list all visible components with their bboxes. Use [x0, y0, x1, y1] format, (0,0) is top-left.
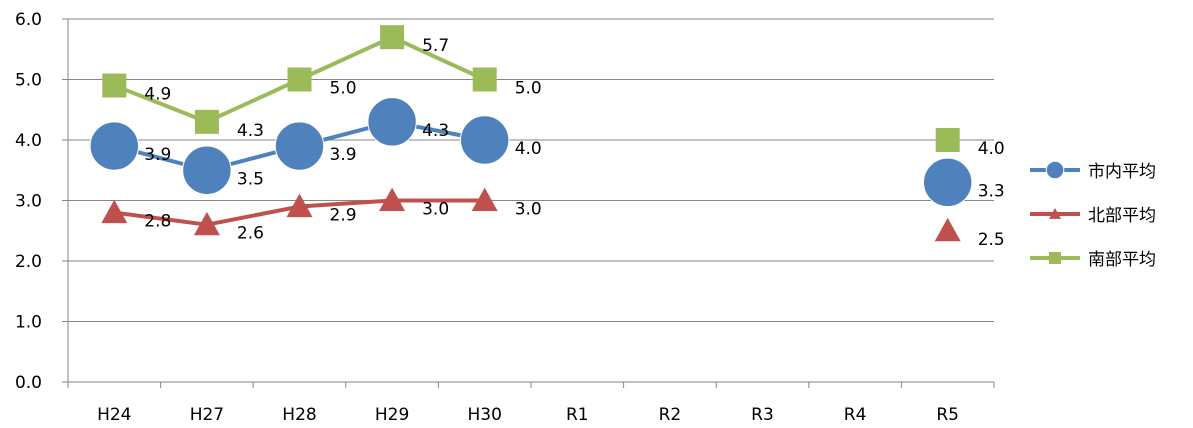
data-point: [472, 67, 497, 92]
data-point: [935, 128, 960, 152]
legend-item: 北部平均: [1030, 206, 1156, 226]
data-label: 5.7: [422, 36, 449, 56]
y-tick-label: 4.0: [15, 131, 42, 151]
data-label: 5.0: [515, 79, 542, 99]
data-point: [287, 67, 312, 92]
data-point: [286, 193, 313, 218]
x-tick-label: R4: [844, 405, 867, 425]
data-label: 2.5: [978, 230, 1005, 250]
y-tick-label: 2.0: [15, 252, 42, 272]
y-tick-label: 3.0: [15, 192, 42, 212]
data-label: 2.6: [237, 224, 264, 244]
x-tick-label: R1: [566, 405, 589, 425]
data-label: 4.3: [237, 121, 264, 141]
data-label: 3.9: [330, 145, 357, 165]
x-tick-label: H27: [190, 405, 224, 425]
data-point: [367, 97, 417, 147]
data-point: [194, 109, 219, 134]
data-label: 4.9: [144, 85, 171, 105]
y-tick-label: 1.0: [15, 313, 42, 333]
legend-label: 南部平均: [1088, 250, 1156, 270]
data-point: [193, 211, 220, 236]
data-point: [934, 217, 961, 242]
legend-label: 市内平均: [1088, 162, 1156, 182]
x-tick-label: R2: [659, 405, 682, 425]
axes: 0.0 1.0 2.0 3.0 4.0 5.0 6.0 H24 H27 H28 H29 H30 R1 R2…: [15, 10, 995, 425]
y-tick-label: 5.0: [15, 71, 42, 91]
data-label: 4.0: [978, 139, 1005, 159]
data-label: 4.3: [422, 121, 449, 141]
legend-label: 北部平均: [1088, 206, 1156, 226]
data-label: 4.0: [515, 139, 542, 159]
data-point: [379, 187, 406, 212]
data-point: [182, 145, 232, 195]
data-point: [923, 157, 973, 208]
series-3: [102, 25, 960, 152]
legend-marker: [1049, 208, 1061, 219]
data-point: [380, 25, 405, 50]
x-tick-label: H29: [375, 405, 409, 425]
data-label: 3.5: [237, 169, 264, 189]
data-label: 3.0: [515, 200, 542, 220]
data-point: [89, 121, 140, 171]
data-point: [101, 199, 128, 224]
legend-marker: [1049, 252, 1061, 264]
data-label: 5.0: [330, 79, 357, 99]
data-point: [460, 115, 510, 165]
legend-item: 南部平均: [1030, 250, 1156, 270]
data-point: [102, 73, 127, 98]
data-point: [274, 121, 325, 171]
x-tick-label: H28: [282, 405, 316, 425]
data-label: 3.9: [144, 145, 171, 165]
data-label: 2.8: [144, 212, 171, 232]
x-tick-label: H24: [97, 405, 131, 425]
data-point: [471, 187, 498, 212]
legend-item: 市内平均: [1030, 160, 1156, 182]
y-tick-label: 0.0: [15, 373, 42, 393]
series-1: [89, 97, 973, 208]
data-labels: 3.9 3.5 3.9 4.3 4.0 3.3 2.8 2.6 2.9 3.0 3.0 2.5 4.9 4…: [144, 36, 1004, 250]
gridlines: [68, 18, 994, 322]
data-label: 3.3: [978, 181, 1005, 201]
legend-marker: [1045, 160, 1065, 180]
series-2: [101, 187, 961, 242]
x-tick-label: R5: [936, 405, 959, 425]
data-label: 2.9: [330, 206, 357, 226]
x-tick-label: H30: [467, 405, 501, 425]
y-tick-label: 6.0: [15, 10, 42, 30]
data-label: 3.0: [422, 200, 449, 220]
x-tick-label: R3: [751, 405, 774, 425]
series: [89, 25, 973, 242]
